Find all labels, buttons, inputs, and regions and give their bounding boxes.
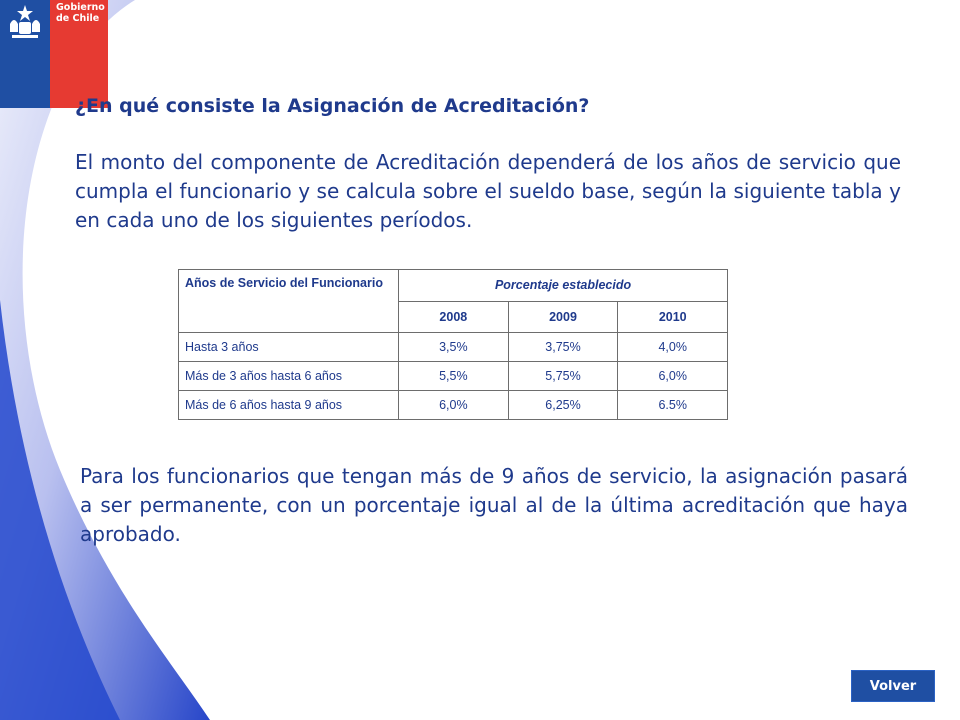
cell-value: 3,5% <box>398 332 509 362</box>
logo-text: Gobierno de Chile <box>56 2 105 24</box>
chile-seal-icon <box>10 5 40 38</box>
logo-blue-panel <box>0 0 50 108</box>
cell-value: 6,0% <box>617 361 728 391</box>
header-year-2010: 2010 <box>617 300 728 333</box>
logo-line-2: de Chile <box>56 13 100 24</box>
row-label: Más de 3 años hasta 6 años <box>177 361 400 391</box>
cell-value: 6,25% <box>507 390 619 420</box>
intro-paragraph: El monto del componente de Acreditación … <box>75 150 901 232</box>
cell-value: 6,0% <box>398 390 509 420</box>
cell-value: 3,75% <box>507 332 619 362</box>
header-years-of-service: Años de Servicio del Funcionario <box>177 269 400 333</box>
header-year-2008: 2008 <box>398 300 509 333</box>
table-row: Más de 3 años hasta 6 años 5,5% 5,75% 6,… <box>177 361 728 391</box>
cell-value: 5,75% <box>507 361 619 391</box>
page-title: ¿En qué consiste la Asignación de Acredi… <box>75 95 590 117</box>
gobierno-de-chile-logo: Gobierno de Chile <box>0 0 108 108</box>
table-row: Hasta 3 años 3,5% 3,75% 4,0% <box>177 332 728 362</box>
header-year-2009: 2009 <box>507 300 619 333</box>
table-header-row: Años de Servicio del Funcionario Porcent… <box>177 269 728 333</box>
volver-button[interactable]: Volver <box>851 670 935 702</box>
logo-red-panel: Gobierno de Chile <box>50 0 108 108</box>
permanent-assignment-paragraph: Para los funcionarios que tengan más de … <box>80 464 908 546</box>
accreditation-table: Años de Servicio del Funcionario Porcent… <box>177 269 728 420</box>
header-percentage: Porcentaje establecido <box>398 269 728 302</box>
cell-value: 5,5% <box>398 361 509 391</box>
cell-value: 4,0% <box>617 332 728 362</box>
table-row: Más de 6 años hasta 9 años 6,0% 6,25% 6.… <box>177 390 728 420</box>
row-label: Hasta 3 años <box>177 332 400 362</box>
logo-line-1: Gobierno <box>56 2 105 13</box>
row-label: Más de 6 años hasta 9 años <box>177 390 400 420</box>
cell-value: 6.5% <box>617 390 728 420</box>
